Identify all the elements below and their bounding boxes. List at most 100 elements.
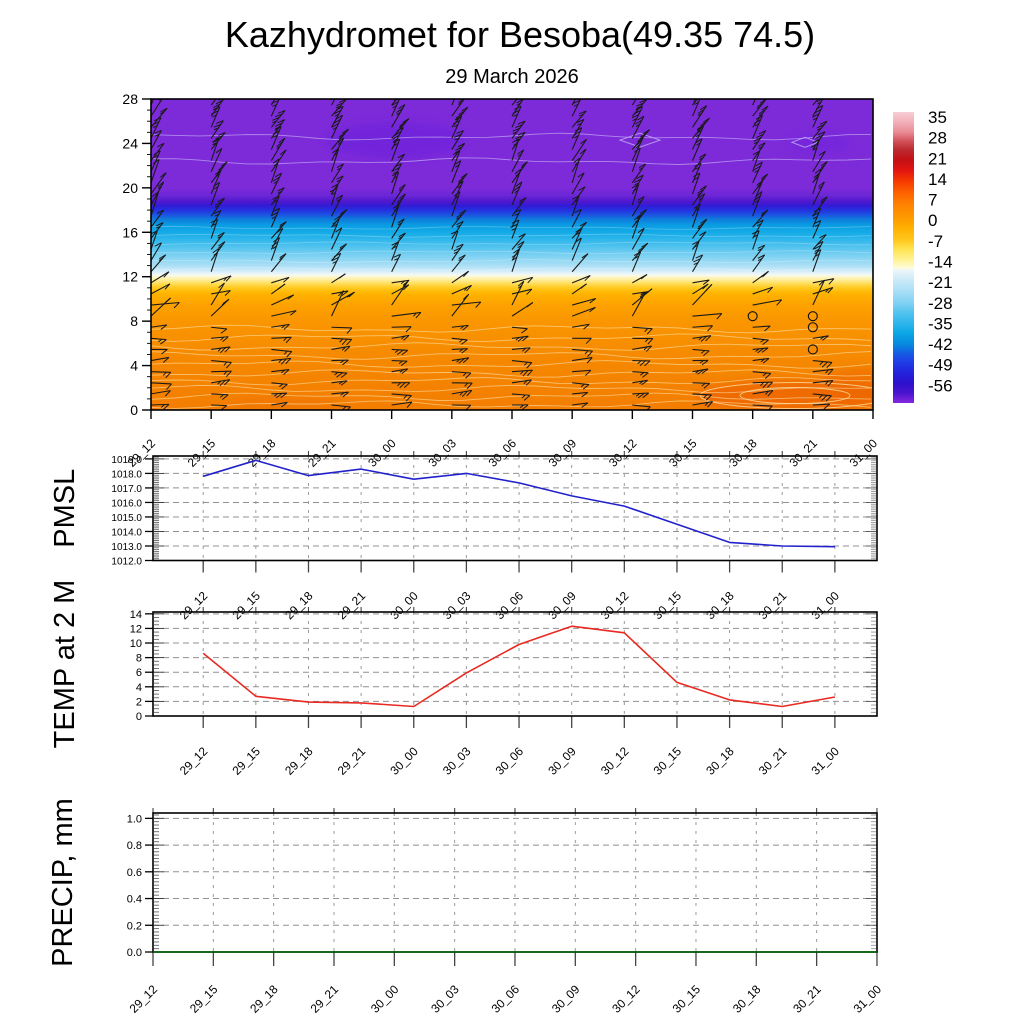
y-tick-label: 1019.0 (111, 455, 142, 466)
temperature-contour (151, 392, 872, 401)
barb-staff (511, 209, 522, 228)
temperature-contour (151, 400, 872, 409)
barb-feather (222, 336, 229, 342)
barb-feather (693, 258, 701, 263)
barb-feather (584, 350, 589, 355)
x-tick-label: 29_18 (247, 982, 281, 1016)
barb-feather (703, 117, 710, 123)
barb-feather (754, 169, 759, 173)
barb-feather (340, 359, 345, 364)
barb-staff (151, 107, 168, 128)
barb-feather (827, 287, 834, 294)
barb-staff (331, 175, 344, 195)
barb-feather (578, 186, 586, 191)
barb-feather (826, 362, 833, 369)
barb-feather (697, 192, 702, 196)
barb-feather (336, 175, 344, 180)
barb-feather (275, 113, 283, 118)
barb-staff (271, 336, 292, 339)
barb-feather (580, 383, 585, 388)
barb-staff (391, 326, 412, 328)
barb-feather (283, 276, 290, 283)
barb-feather (526, 362, 533, 369)
x-tick-label: 30_15 (670, 982, 704, 1016)
barb-staff (571, 209, 582, 228)
barb-feather (396, 197, 404, 203)
barb-feather (392, 138, 398, 143)
barb-staff (451, 301, 481, 306)
barb-staff (331, 391, 349, 395)
barb-staff (752, 99, 767, 117)
barb-feather (160, 324, 168, 330)
barb-feather (579, 148, 587, 155)
barb-feather (874, 200, 878, 202)
barb-feather (758, 109, 766, 115)
barb-feather (160, 111, 165, 115)
barb-staff (151, 301, 180, 306)
barb-feather (413, 312, 417, 317)
barb-feather (700, 121, 707, 127)
barb-staff (391, 172, 400, 195)
y-tick-label: 1012.0 (111, 557, 142, 568)
barb-feather (517, 280, 525, 287)
barb-feather (400, 335, 406, 340)
barb-staff (451, 143, 466, 161)
barb-feather (398, 124, 404, 129)
barb-feather (700, 218, 708, 224)
barb-feather (153, 85, 159, 89)
barb-staff (451, 230, 459, 250)
barb-feather (760, 212, 766, 217)
barb-staff (151, 117, 162, 139)
barb-feather (457, 142, 465, 148)
x-tick-label: 30_12 (609, 982, 643, 1016)
barb-staff (692, 382, 710, 384)
x-tick-label: 29_15 (187, 982, 221, 1016)
x-tick-label: 30_03 (440, 588, 474, 622)
barb-staff (812, 234, 827, 250)
barb-staff (391, 279, 410, 284)
barb-staff (691, 162, 702, 184)
x-tick-label: 29_18 (282, 588, 316, 622)
barb-feather (523, 361, 528, 366)
barb-feather (517, 244, 522, 249)
barb-feather (697, 188, 705, 194)
barb-feather (585, 369, 592, 376)
barb-feather (821, 394, 828, 401)
barb-feather (578, 110, 587, 115)
barb-feather (274, 93, 278, 95)
barb-feather (157, 185, 162, 190)
barb-feather (515, 135, 523, 140)
barb-feather (583, 323, 590, 330)
barb-feather (517, 92, 523, 96)
barb-feather (336, 102, 344, 107)
barb-staff (812, 403, 830, 406)
barb-staff (270, 119, 285, 139)
temp2m-axis-title: TEMP at 2 M (49, 580, 81, 749)
barb-feather (704, 402, 709, 407)
barb-staff (331, 404, 351, 408)
barb-feather (333, 223, 338, 228)
barb-feather (640, 372, 645, 376)
barb-feather (454, 164, 460, 168)
barb-feather (220, 328, 228, 334)
barb-staff (631, 106, 644, 128)
barb-feather (825, 395, 832, 402)
barb-feather (521, 404, 529, 410)
barb-staff (511, 99, 518, 106)
wind-barbs (151, 85, 885, 410)
barb-feather (278, 137, 286, 144)
barb-feather (879, 186, 885, 190)
x-tick-label: 30_15 (666, 436, 700, 470)
barb-feather (518, 233, 526, 238)
barb-staff (812, 131, 826, 150)
barb-feather (699, 153, 707, 159)
barb-staff (872, 382, 873, 384)
barb-feather (456, 213, 464, 218)
barb-feather (644, 328, 649, 332)
x-tick-label: 30_00 (365, 436, 399, 470)
barb-staff (752, 99, 756, 106)
barb-feather (819, 234, 827, 239)
barb-feather (702, 283, 709, 290)
barb-staff (572, 297, 596, 306)
barb-staff (872, 204, 873, 206)
